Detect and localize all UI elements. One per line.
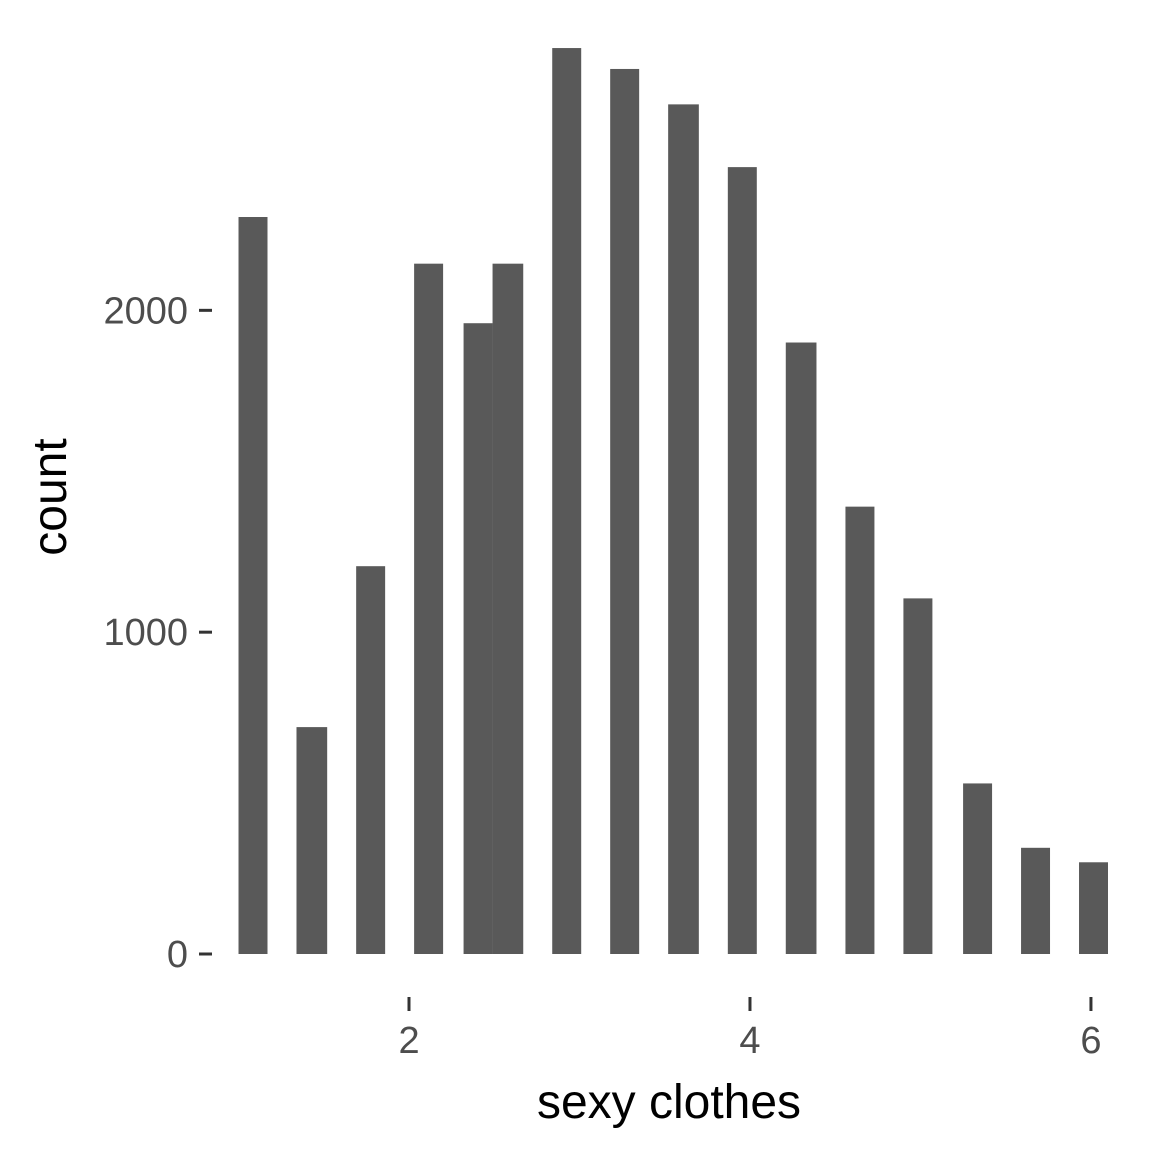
bar-5 [492, 263, 524, 954]
bar-1 [296, 727, 328, 954]
bar-11 [845, 506, 875, 954]
bar-2 [356, 566, 386, 954]
bar-12 [903, 598, 933, 954]
bar-9 [727, 167, 757, 954]
y-tick-label-2: 2000 [103, 290, 188, 332]
y-tick-label-1: 1000 [103, 612, 188, 654]
bar-6 [552, 48, 582, 955]
bar-4 [463, 323, 493, 955]
bar-8 [668, 104, 699, 955]
x-tick-label-0: 2 [398, 1020, 419, 1062]
bar-0 [238, 217, 268, 954]
bar-14 [1021, 847, 1051, 954]
x-axis-title: sexy clothes [537, 1076, 801, 1129]
bar-13 [963, 783, 993, 954]
bar-15 [1079, 862, 1108, 954]
y-tick-label-0: 0 [167, 934, 188, 976]
y-axis: 0 1000 2000 [103, 290, 212, 976]
bar-7 [610, 68, 640, 954]
bar-3 [414, 263, 444, 954]
x-tick-label-2: 6 [1080, 1020, 1101, 1062]
x-tick-label-1: 4 [739, 1020, 760, 1062]
y-axis-title: count [24, 438, 77, 555]
bar-10 [785, 342, 817, 954]
bars-layer [238, 48, 1108, 955]
x-axis: 2 4 6 [398, 997, 1102, 1062]
